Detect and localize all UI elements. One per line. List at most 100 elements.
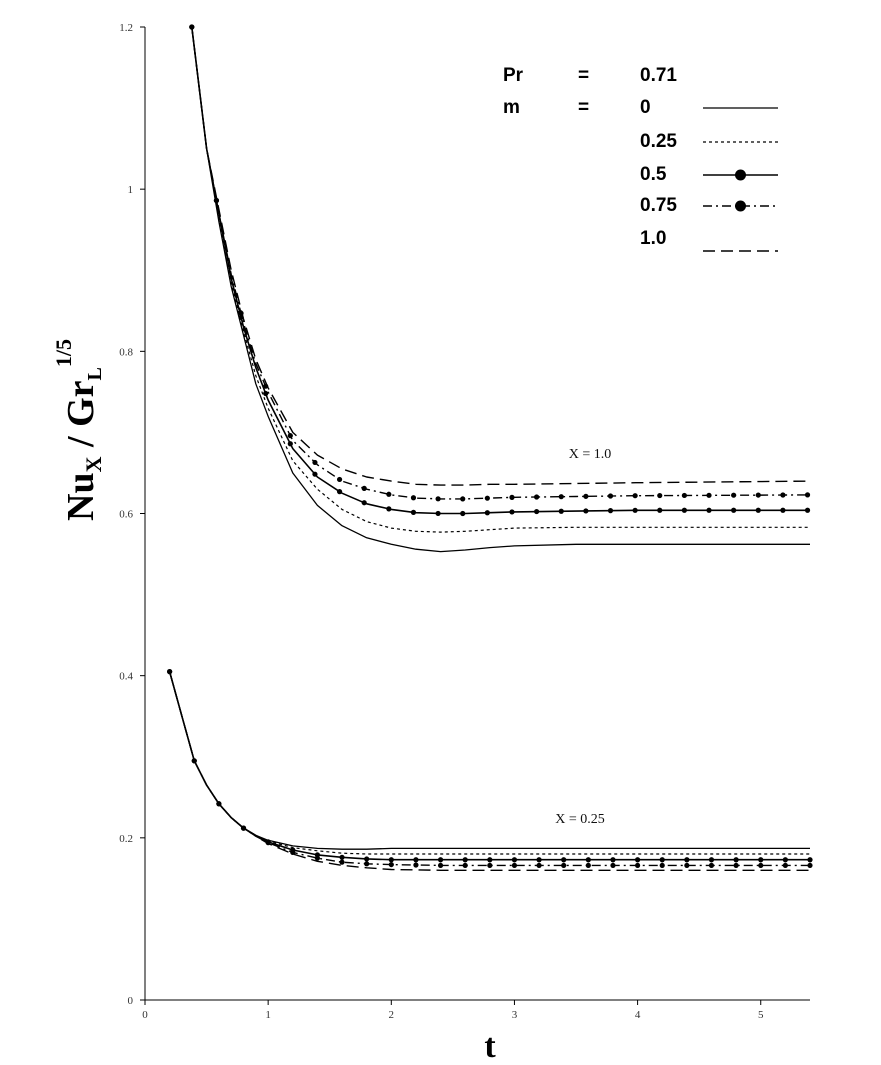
x-tick-label: 2 [389, 1009, 395, 1021]
series-point-m-0.5 [364, 856, 370, 862]
y-tick-label: 0.8 [119, 346, 133, 358]
series-point-m-0.75 [632, 493, 638, 499]
x-axis-label: t [484, 1028, 496, 1065]
series-point-m-0.5 [460, 510, 466, 517]
y-tick-label: 0.4 [119, 671, 133, 683]
legend-swatches [703, 107, 778, 252]
series-point-m-0.5 [583, 508, 589, 514]
curve-group-annotation: X = 1.0 [569, 447, 612, 462]
y-tick-label: 0.6 [119, 509, 133, 521]
curves [167, 24, 813, 871]
legend-entry-label: 0.25 [640, 131, 677, 152]
series-point-m-0.75 [290, 849, 296, 856]
series-point-m-0.5 [361, 500, 367, 506]
series-line-m-1.0 [191, 26, 811, 486]
series-point-m-0.5 [731, 507, 737, 513]
series-line-m-0.25 [169, 671, 810, 855]
x-tick-label: 5 [758, 1009, 764, 1021]
y-tick-label: 1.2 [119, 22, 133, 34]
series-point-m-0.75 [336, 476, 343, 483]
series-point-m-0.5 [733, 857, 739, 863]
series-point-m-0.5 [263, 390, 269, 397]
series-point-m-0.75 [536, 862, 542, 869]
legend-swatch-marker [735, 169, 746, 181]
series-line-m-1.0 [168, 671, 810, 871]
series-point-m-0.5 [585, 857, 591, 863]
series-line-m-0 [191, 26, 810, 553]
y-label-sep: / Gr [60, 380, 102, 456]
curve-group-annotation: X = 0.25 [555, 812, 605, 827]
series-point-m-0.75 [189, 24, 195, 30]
y-tick-label: 1 [128, 184, 134, 196]
series-point-m-0.75 [287, 433, 293, 439]
series-point-m-0.5 [782, 857, 788, 863]
y-label-sub1: X [81, 456, 106, 472]
series-point-m-0.5 [708, 857, 715, 863]
series-point-m-0.75 [561, 862, 567, 869]
series-line-m-0.75 [191, 26, 811, 500]
series-point-m-0.5 [536, 857, 542, 863]
series-point-m-0.75 [238, 310, 244, 316]
series-line-m-0.5 [168, 671, 810, 861]
y-tick-label: 0 [128, 995, 134, 1007]
series-point-m-0.75 [487, 862, 493, 869]
series-point-m-0.75 [659, 862, 665, 869]
series-point-m-0.75 [191, 758, 197, 764]
series-point-m-0.5 [610, 857, 616, 863]
legend-entry-label: 0.5 [640, 164, 667, 185]
series-point-m-0.5 [558, 508, 564, 514]
legend-entry-label: 0 [640, 97, 651, 118]
series-point-m-0.5 [657, 507, 663, 513]
series-point-m-0.75 [460, 496, 466, 502]
series-point-m-0.5 [780, 507, 786, 513]
series-point-m-0.5 [462, 857, 468, 863]
series-point-m-0.5 [484, 510, 490, 516]
legend-entry-label: 1.0 [640, 228, 666, 249]
series-point-m-0.75 [607, 493, 614, 499]
series-point-m-0.75 [314, 855, 321, 861]
x-ticks: 0 1 2 3 4 5 [142, 1000, 764, 1021]
series-point-m-0.75 [534, 494, 540, 500]
x-tick-label: 0 [142, 1009, 148, 1021]
series-point-m-0.75 [804, 492, 811, 498]
legend-entry-label: 0.75 [640, 195, 677, 216]
series-point-m-0.5 [634, 857, 641, 863]
series-point-m-0.5 [287, 441, 293, 447]
series-point-m-0.5 [684, 857, 690, 863]
series-point-m-0.5 [706, 507, 712, 513]
y-label-sup: 1/5 [51, 339, 76, 367]
series-point-m-0.5 [238, 314, 244, 320]
series-point-m-0.5 [804, 507, 811, 513]
y-label-main: Nu [60, 472, 102, 521]
series-point-m-0.5 [413, 857, 419, 863]
series-point-m-0.75 [706, 492, 712, 498]
series-point-m-0.5 [758, 857, 764, 863]
series-point-m-0.75 [731, 492, 737, 498]
series-point-m-0.75 [364, 861, 370, 867]
series-point-m-0.5 [435, 510, 441, 517]
series-line-m-0.5 [191, 26, 810, 515]
legend-param-value: 0.71 [640, 65, 677, 86]
x-tick-label: 3 [512, 1009, 518, 1021]
legend-param-name: Pr [503, 65, 524, 86]
series-point-m-0.75 [634, 862, 641, 869]
series-point-m-0.75 [263, 383, 269, 389]
series-point-m-0.5 [607, 508, 614, 514]
series-point-m-0.5 [336, 489, 343, 495]
legend: Pr = 0.71 m = 0 0.25 0.5 0.75 1.0 [503, 65, 778, 252]
series-point-m-0.75 [339, 859, 345, 865]
legend-swatch-marker [735, 200, 746, 212]
series-line-m-0 [168, 671, 810, 850]
series-point-m-0.5 [561, 857, 567, 863]
series-point-m-0.75 [167, 669, 173, 675]
series-point-m-0.75 [782, 862, 788, 869]
series-point-m-0.5 [437, 857, 444, 863]
series-point-m-0.5 [659, 857, 665, 863]
series-point-m-0.75 [388, 861, 394, 868]
annotations: X = 1.0 X = 0.25 [555, 447, 611, 827]
series-point-m-0.5 [511, 857, 518, 863]
series-point-m-0.75 [755, 492, 761, 498]
series-point-m-0.75 [462, 862, 468, 869]
legend-param-eq: = [578, 97, 589, 118]
